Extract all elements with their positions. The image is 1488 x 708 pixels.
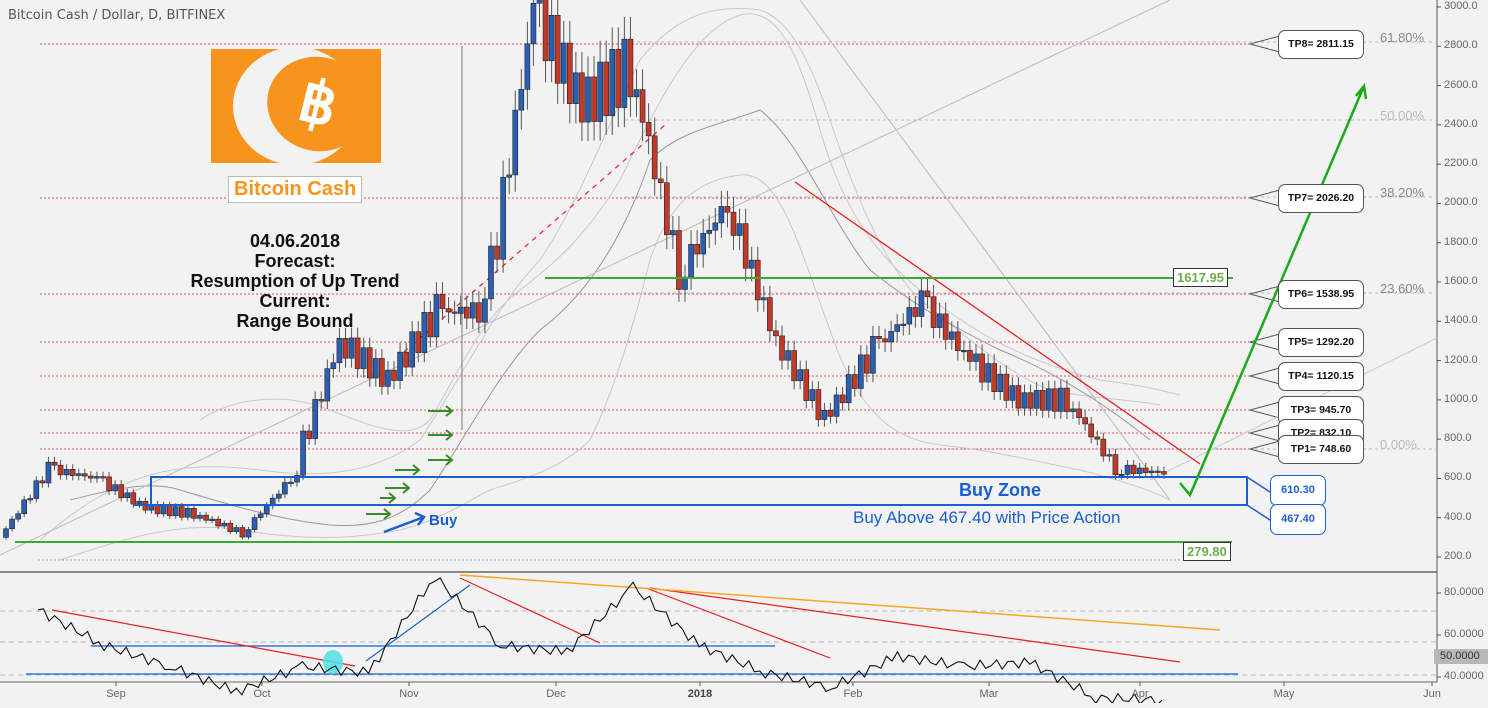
price-tick-label: 800.0 <box>1444 432 1472 445</box>
target-callout-tp8: TP8= 2811.15 <box>1278 30 1364 59</box>
price-tick-label: 600.0 <box>1444 471 1472 484</box>
resistance-label: 1617.95 <box>1173 268 1228 287</box>
fibonacci-label: 0.00% <box>1380 437 1417 452</box>
target-callout-tp1: TP1= 748.60 <box>1278 435 1364 464</box>
fibonacci-label: 61.80% <box>1380 30 1425 45</box>
rsi-highlight-label: 50.0000 <box>1434 649 1488 664</box>
price-axis[interactable] <box>1437 6 1441 678</box>
fibonacci-label: 50.00% <box>1380 108 1425 123</box>
target-callout-tp5: TP5= 1292.20 <box>1278 328 1364 357</box>
price-tick-label: 1800.0 <box>1444 235 1478 248</box>
rsi-red-trend-4 <box>649 587 1181 663</box>
rsi-red-trend-3 <box>645 587 831 659</box>
rsi-highlight-marker <box>323 650 343 674</box>
buy-arrow-icon <box>383 511 426 534</box>
entry-arrows <box>366 405 454 520</box>
price-tick-label: 2400.0 <box>1444 117 1478 130</box>
time-tick-label: May <box>1273 688 1295 700</box>
fibonacci-label: 23.60% <box>1380 281 1425 296</box>
projection-arrow-icon <box>1179 82 1368 498</box>
forecast-label: Forecast: <box>254 251 336 271</box>
time-axis[interactable] <box>115 682 1433 686</box>
time-tick-label: Nov <box>399 688 419 700</box>
candlesticks[interactable] <box>3 0 1167 540</box>
price-tick-label: 2800.0 <box>1444 39 1478 52</box>
rsi-tick-label: 80.0000 <box>1444 586 1484 598</box>
buy-zone-callout-pointers <box>1246 476 1271 521</box>
time-tick-label: 2018 <box>687 688 713 700</box>
price-tick-label: 2200.0 <box>1444 157 1478 170</box>
time-tick-label: Sep <box>106 688 126 700</box>
buy-zone-rect[interactable] <box>150 476 1248 506</box>
forecast-block: 04.06.2018 Forecast: Resumption of Up Tr… <box>170 231 420 331</box>
target-callout-tp7: TP7= 2026.20 <box>1278 184 1364 213</box>
buy-zone-top-label: 610.30 <box>1270 475 1326 506</box>
target-callout-tp6: TP6= 1538.95 <box>1278 280 1364 309</box>
price-tick-label: 1600.0 <box>1444 275 1478 287</box>
rsi-red-trend-1 <box>51 609 356 667</box>
time-tick-label: Apr <box>1131 688 1149 700</box>
trendline-red-descending <box>794 181 1201 465</box>
buy-above-note: Buy Above 467.40 with Price Action <box>853 508 1121 527</box>
target-lines <box>40 35 1281 458</box>
time-tick-label: Jun <box>1423 688 1441 700</box>
price-tick-label: 400.0 <box>1444 510 1472 523</box>
trendline-red-dashed <box>403 124 666 353</box>
logo-ring: ฿ <box>233 46 379 165</box>
target-callout-tp4: TP4= 1120.15 <box>1278 362 1364 391</box>
price-tick-label: 2600.0 <box>1444 78 1478 91</box>
price-tick-label: 3000.0 <box>1444 0 1478 12</box>
rsi-line[interactable] <box>37 577 1163 707</box>
buy-label: Buy <box>429 512 458 529</box>
time-tick-label: Feb <box>843 688 863 700</box>
buy-zone-title: Buy Zone <box>958 480 1041 500</box>
rsi-red-trend-2 <box>459 577 601 644</box>
price-tick-label: 2000.0 <box>1444 196 1478 209</box>
rsi-tick-label: 60.0000 <box>1444 628 1484 640</box>
logo-caption: Bitcoin Cash <box>228 176 363 203</box>
rsi-blue-uptrend <box>365 584 471 662</box>
current-value: Range Bound <box>236 311 354 331</box>
forecast-value: Resumption of Up Trend <box>190 271 400 291</box>
price-tick-label: 1000.0 <box>1444 392 1478 405</box>
forecast-date: 04.06.2018 <box>249 231 341 251</box>
price-tick-label: 200.0 <box>1444 550 1472 562</box>
trendline-grey-descending <box>799 0 1171 501</box>
time-tick-label: Dec <box>546 688 566 700</box>
chart-title: Bitcoin Cash / Dollar, D, BITFINEX <box>8 8 226 23</box>
time-tick-label: Oct <box>253 688 271 700</box>
support-label: 279.80 <box>1183 542 1231 561</box>
rsi-tick-label: 40.0000 <box>1444 670 1484 682</box>
rsi-orange-trend <box>459 574 1221 631</box>
buy-zone-bottom-label: 467.40 <box>1270 504 1326 535</box>
bitcoin-symbol-icon: ฿ <box>257 46 379 162</box>
time-tick-label: Mar <box>979 688 999 700</box>
price-tick-label: 1400.0 <box>1444 314 1478 327</box>
fibonacci-label: 38.20% <box>1380 185 1425 200</box>
bitcoin-cash-logo: ฿ <box>211 46 381 165</box>
current-label: Current: <box>259 291 331 311</box>
price-tick-label: 1200.0 <box>1444 353 1478 366</box>
